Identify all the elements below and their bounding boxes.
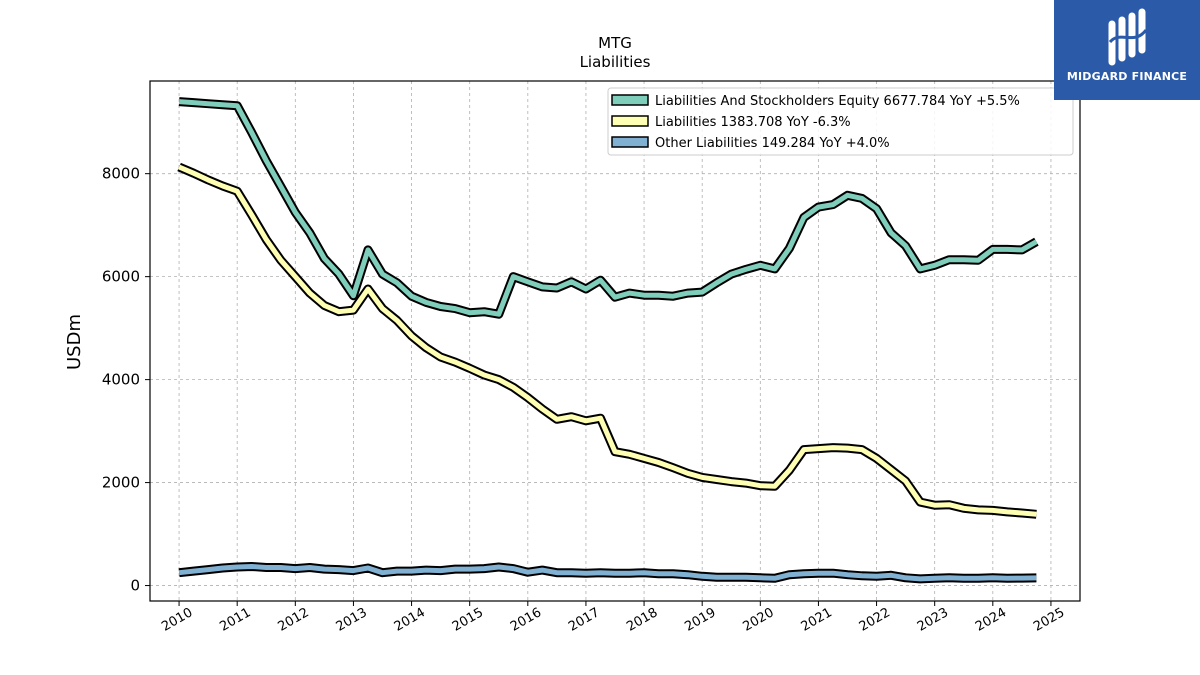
series-line-1	[178, 164, 1037, 517]
legend-label: Liabilities 1383.708 YoY -6.3%	[655, 115, 851, 130]
x-tick-label: 2022	[857, 605, 893, 635]
x-tick-label: 2016	[508, 605, 544, 635]
legend-box	[607, 87, 1074, 156]
series-line-0	[178, 99, 1038, 317]
x-tick-label: 2024	[973, 605, 1009, 635]
y-tick-label: 2000	[102, 474, 140, 492]
x-tick-label: 2023	[915, 605, 951, 635]
legend: Liabilities And Stockholders Equity 6677…	[607, 87, 1074, 156]
x-tick-label: 2011	[217, 605, 253, 635]
series-line-2	[178, 564, 1037, 582]
chart-title: MTG	[598, 34, 632, 52]
legend-swatch	[611, 94, 649, 106]
legend-swatch	[611, 136, 649, 148]
y-tick-label: 0	[130, 577, 140, 595]
x-tick-label: 2020	[740, 605, 776, 635]
logo-text: MIDGARD FINANCE	[1066, 70, 1188, 83]
grid-lines	[150, 81, 1080, 601]
y-tick-label: 4000	[102, 371, 140, 389]
x-tick-label: 2015	[450, 605, 486, 635]
x-tick-label: 2025	[1031, 605, 1067, 635]
x-tick-label: 2021	[799, 605, 835, 635]
legend-label: Liabilities And Stockholders Equity 6677…	[655, 94, 1020, 109]
plot-frame	[149, 80, 1081, 602]
legend-label: Other Liabilities 149.284 YoY +4.0%	[655, 136, 890, 151]
x-tick-label: 2019	[682, 605, 718, 635]
series-outline-1	[177, 162, 1037, 519]
brand-logo: MIDGARD FINANCE	[1054, 0, 1200, 100]
x-tick-label: 2017	[566, 605, 602, 635]
x-tick-label: 2010	[159, 605, 195, 635]
x-tick-label: 2013	[334, 605, 370, 635]
y-tick-label: 6000	[102, 268, 140, 286]
x-tick-label: 2012	[275, 605, 311, 635]
logo-mark-icon	[1108, 8, 1148, 66]
legend-swatch	[611, 115, 649, 127]
y-axis-label: USDm	[64, 314, 85, 370]
x-tick-label: 2018	[624, 605, 660, 635]
x-tick-label: 2014	[392, 605, 428, 635]
series-lines	[177, 97, 1039, 584]
chart-subtitle: Liabilities	[580, 53, 651, 71]
y-tick-label: 8000	[102, 165, 140, 183]
